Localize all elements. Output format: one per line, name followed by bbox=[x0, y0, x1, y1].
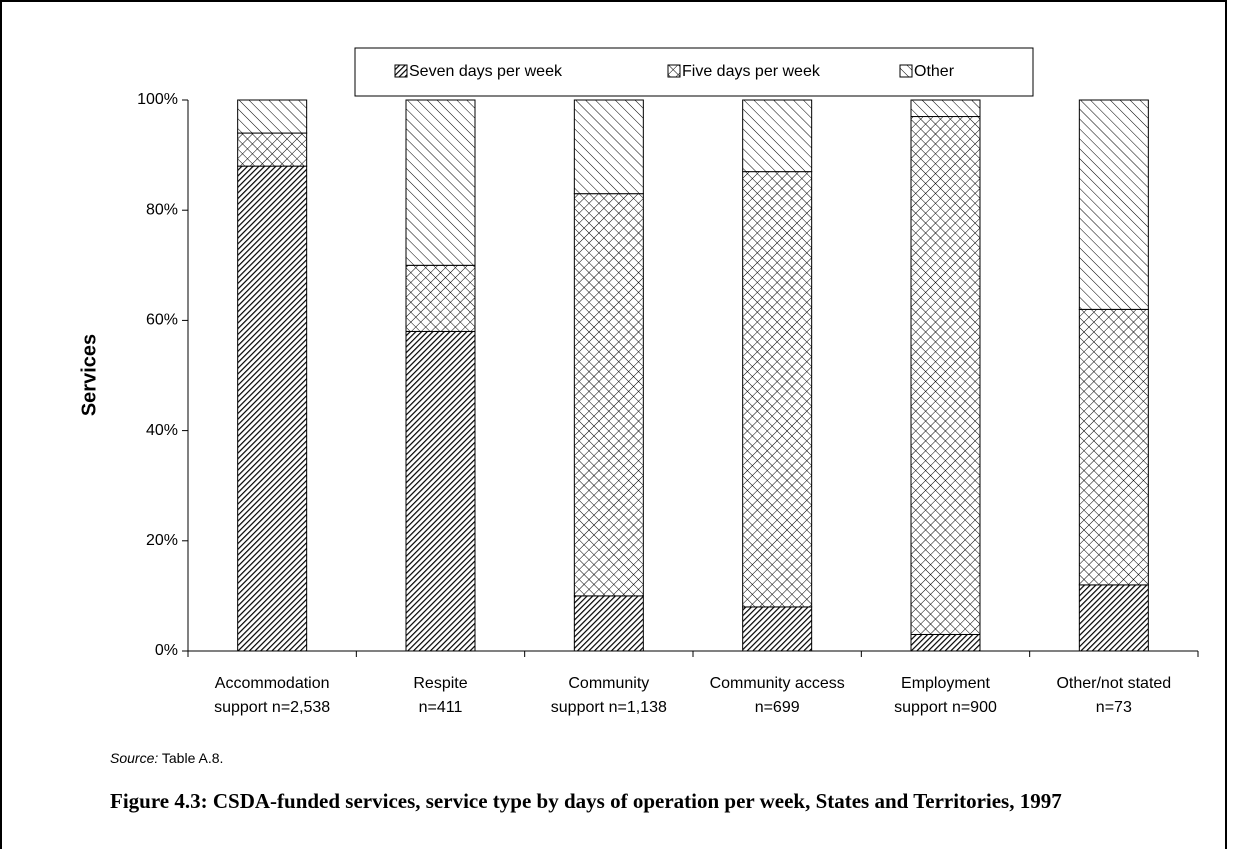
x-tick-label: support n=900 bbox=[894, 699, 997, 716]
legend-swatch bbox=[899, 64, 913, 78]
legend-box bbox=[354, 47, 1034, 97]
legend-swatch bbox=[667, 64, 681, 78]
x-tick-label: n=699 bbox=[755, 699, 800, 716]
bar-segment bbox=[742, 99, 813, 173]
bar-segment bbox=[237, 99, 308, 134]
x-tick-label: Accommodation bbox=[215, 675, 330, 692]
bar-segment bbox=[1078, 308, 1149, 586]
y-tick-label: 80% bbox=[146, 201, 178, 218]
source: Source: Table A.8. bbox=[110, 750, 223, 766]
bar-segment bbox=[910, 633, 981, 652]
caption: Figure 4.3: CSDA-funded services, servic… bbox=[110, 789, 1062, 813]
x-tick-label: n=73 bbox=[1096, 699, 1132, 716]
x-tick-label: Community access bbox=[710, 675, 845, 692]
bar-segment bbox=[1078, 99, 1149, 310]
x-tick-label: support n=1,138 bbox=[551, 699, 667, 716]
y-tick-label: 60% bbox=[146, 312, 178, 329]
bar-segment bbox=[742, 171, 813, 608]
bar-segment bbox=[237, 132, 308, 167]
x-tick-label: Respite bbox=[413, 675, 467, 692]
x-tick-label: Other/not stated bbox=[1056, 675, 1171, 692]
y-axis-label: Services bbox=[78, 334, 100, 416]
chart: Services 0% 20% 40% 60% 80% 100% Accommodation… bbox=[78, 47, 1199, 716]
x-tick-label: n=411 bbox=[419, 699, 463, 716]
legend-swatch bbox=[394, 64, 408, 78]
x-tick-label: Community bbox=[568, 675, 649, 692]
legend-label: Five days per week bbox=[682, 63, 821, 80]
x-tick-label: Employment bbox=[901, 675, 990, 692]
bar-segment bbox=[405, 330, 476, 652]
bar-segment bbox=[573, 595, 644, 652]
bar-segment bbox=[573, 99, 644, 195]
source-label: Source: bbox=[110, 750, 159, 766]
bar-segment bbox=[910, 99, 981, 118]
y-tick-label: 40% bbox=[146, 422, 178, 439]
y-tick-label: 100% bbox=[137, 91, 178, 108]
y-tick-label: 0% bbox=[155, 642, 178, 659]
y-tick-label: 20% bbox=[146, 532, 178, 549]
bar-segment bbox=[910, 116, 981, 635]
bar-segment bbox=[1078, 584, 1149, 652]
bar-segment bbox=[573, 193, 644, 597]
x-tick-label: support n=2,538 bbox=[214, 699, 330, 716]
source-text: Table A.8. bbox=[161, 750, 224, 766]
bar-segment bbox=[405, 99, 476, 266]
legend-label: Other bbox=[914, 63, 955, 80]
legend-label: Seven days per week bbox=[409, 63, 563, 80]
bar-segment bbox=[237, 165, 308, 652]
bar-segment bbox=[742, 606, 813, 652]
bar-segment bbox=[405, 264, 476, 332]
